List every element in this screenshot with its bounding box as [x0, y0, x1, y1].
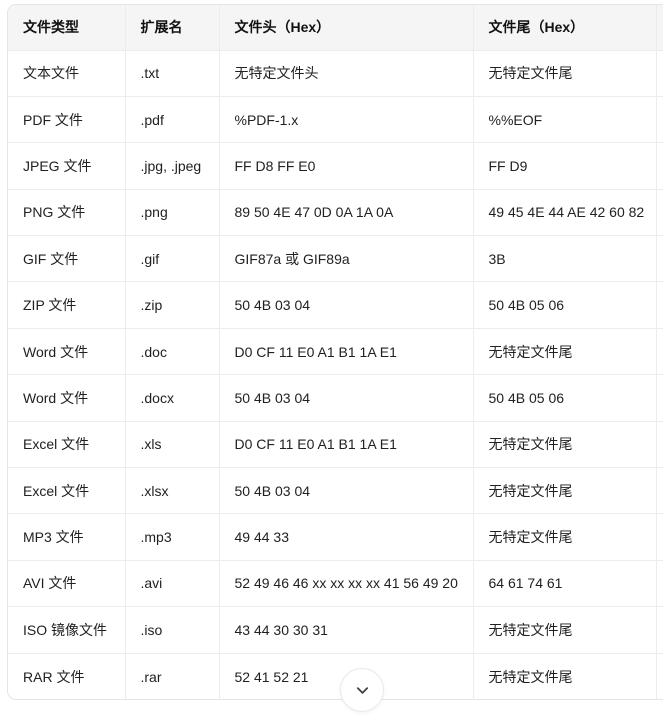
cell-file-tail: 无特定文件尾	[473, 513, 657, 561]
cell-extra	[656, 142, 663, 190]
cell-extra	[656, 189, 663, 237]
cell-extra	[656, 374, 663, 422]
cell-file-tail: 无特定文件尾	[473, 653, 657, 700]
cell-extra	[656, 653, 663, 699]
cell-extra	[656, 560, 663, 608]
column-header-extension: 扩展名	[125, 5, 220, 51]
table-row: Excel 文件 .xlsx 50 4B 03 04 无特定文件尾	[8, 467, 663, 515]
table-header: 文件类型 扩展名 文件头（Hex） 文件尾（Hex）	[8, 5, 663, 51]
cell-extra	[656, 50, 663, 97]
table-row: Word 文件 .docx 50 4B 03 04 50 4B 05 06	[8, 374, 663, 422]
cell-file-type: Word 文件	[8, 328, 126, 376]
table-body: 文本文件 .txt 无特定文件头 无特定文件尾 PDF 文件 .pdf %PDF-1.x%%…	[8, 50, 663, 700]
cell-file-header: FF D8 FF E0	[219, 142, 474, 190]
cell-file-type: PDF 文件	[8, 96, 126, 144]
cell-file-type: MP3 文件	[8, 513, 126, 561]
cell-file-header: 50 4B 03 04	[219, 281, 474, 329]
table-row: ZIP 文件 .zip 50 4B 03 04 50 4B 05 06	[8, 281, 663, 329]
cell-file-type: Word 文件	[8, 374, 126, 422]
column-header-file-tail: 文件尾（Hex）	[473, 5, 657, 51]
cell-file-header: 50 4B 03 04	[219, 374, 474, 422]
cell-file-tail: FF D9	[473, 142, 657, 190]
cell-file-header: 89 50 4E 47 0D 0A 1A 0A	[219, 189, 474, 237]
cell-file-header: 52 49 46 46 xx xx xx xx 41 56 49 20	[219, 560, 474, 608]
cell-file-header: 43 44 30 30 31	[219, 606, 474, 654]
cell-file-type: ZIP 文件	[8, 281, 126, 329]
cell-extension: .xlsx	[125, 467, 220, 515]
table: 文件类型 扩展名 文件头（Hex） 文件尾（Hex） 文本文件 .txt 无特定文件…	[8, 5, 663, 700]
cell-file-tail: 无特定文件尾	[473, 328, 657, 376]
cell-file-tail: 无特定文件尾	[473, 467, 657, 515]
cell-extension: .rar	[125, 653, 220, 700]
cell-file-header: GIF87a 或 GIF89a	[219, 235, 474, 283]
table-row: ISO 镜像文件 .iso 43 44 30 30 31 无特定文件尾	[8, 606, 663, 654]
cell-extension: .txt	[125, 50, 220, 97]
cell-file-header: 无特定文件头	[219, 50, 474, 97]
cell-file-header: D0 CF 11 E0 A1 B1 1A E1	[219, 328, 474, 376]
table-row: Excel 文件 .xls D0 CF 11 E0 A1 B1 1A E1 无特定文件…	[8, 421, 663, 469]
cell-file-header: D0 CF 11 E0 A1 B1 1A E1	[219, 421, 474, 469]
cell-extra	[656, 96, 663, 144]
file-signature-table: 文件类型 扩展名 文件头（Hex） 文件尾（Hex） 文本文件 .txt 无特定文件…	[7, 4, 663, 701]
cell-file-type: Excel 文件	[8, 467, 126, 515]
cell-extra	[656, 467, 663, 515]
cell-extension: .mp3	[125, 513, 220, 561]
cell-extension: .avi	[125, 560, 220, 608]
cell-extra	[656, 235, 663, 283]
cell-extension: .docx	[125, 374, 220, 422]
chevron-down-icon	[355, 683, 370, 698]
cell-extra	[656, 421, 663, 469]
cell-extension: .gif	[125, 235, 220, 283]
cell-file-type: PNG 文件	[8, 189, 126, 237]
table-row: AVI 文件 .avi 52 49 46 46 xx xx xx xx 41 56 …	[8, 560, 663, 608]
cell-extra	[656, 513, 663, 561]
cell-file-type: RAR 文件	[8, 653, 126, 700]
cell-file-tail: 50 4B 05 06	[473, 281, 657, 329]
cell-extra	[656, 328, 663, 376]
cell-extension: .iso	[125, 606, 220, 654]
cell-extension: .png	[125, 189, 220, 237]
column-header-extra	[656, 5, 663, 51]
cell-file-header: %PDF-1.x	[219, 96, 474, 144]
cell-file-tail: 50 4B 05 06	[473, 374, 657, 422]
cell-file-tail: 3B	[473, 235, 657, 283]
table-header-row: 文件类型 扩展名 文件头（Hex） 文件尾（Hex）	[8, 5, 663, 51]
cell-file-type: AVI 文件	[8, 560, 126, 608]
cell-file-tail: 64 61 74 61	[473, 560, 657, 608]
cell-extension: .pdf	[125, 96, 220, 144]
cell-extra	[656, 606, 663, 654]
cell-file-type: Excel 文件	[8, 421, 126, 469]
cell-file-tail: 无特定文件尾	[473, 50, 657, 97]
cell-file-tail: 49 45 4E 44 AE 42 60 82	[473, 189, 657, 237]
table-row: PDF 文件 .pdf %PDF-1.x %%EOF	[8, 96, 663, 144]
table-row: PNG 文件 .png 89 50 4E 47 0D 0A 1A 0A 49 45 4…	[8, 189, 663, 237]
cell-file-tail: 无特定文件尾	[473, 606, 657, 654]
cell-extension: .xls	[125, 421, 220, 469]
column-header-file-type: 文件类型	[8, 5, 126, 51]
table-row: RAR 文件 .rar 52 41 52 21 无特定文件尾	[8, 653, 663, 700]
table-row: JPEG 文件 .jpg, .jpeg FF D8 FF E0 FF D9	[8, 142, 663, 190]
cell-extension: .jpg, .jpeg	[125, 142, 220, 190]
cell-file-type: JPEG 文件	[8, 142, 126, 190]
cell-extra	[656, 281, 663, 329]
cell-file-type: GIF 文件	[8, 235, 126, 283]
cell-extension: .doc	[125, 328, 220, 376]
cell-file-tail: 无特定文件尾	[473, 421, 657, 469]
cell-file-type: ISO 镜像文件	[8, 606, 126, 654]
table-row: GIF 文件 .gif GIF87a 或 GIF89a 3B	[8, 235, 663, 283]
table-row: 文本文件 .txt 无特定文件头 无特定文件尾	[8, 50, 663, 97]
cell-file-tail: %%EOF	[473, 96, 657, 144]
cell-file-header: 49 44 33	[219, 513, 474, 561]
cell-file-header: 50 4B 03 04	[219, 467, 474, 515]
cell-extension: .zip	[125, 281, 220, 329]
table-row: Word 文件 .doc D0 CF 11 E0 A1 B1 1A E1 无特定文件尾	[8, 328, 663, 376]
cell-file-type: 文本文件	[8, 50, 126, 97]
expand-table-button[interactable]	[340, 668, 384, 712]
table-row: MP3 文件 .mp3 49 44 33 无特定文件尾	[8, 513, 663, 561]
column-header-file-header: 文件头（Hex）	[219, 5, 474, 51]
